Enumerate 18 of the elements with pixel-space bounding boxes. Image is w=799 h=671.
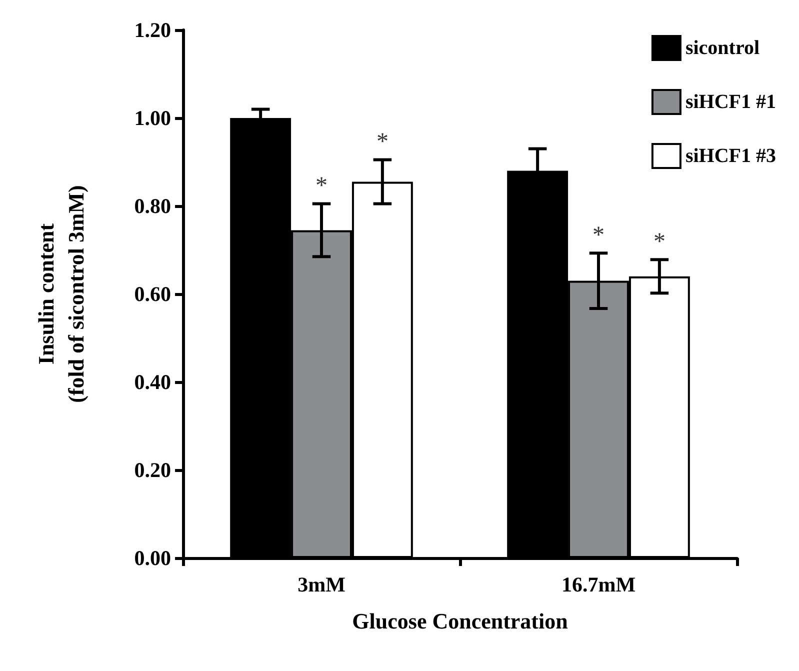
y-tick-label: 1.20 xyxy=(134,18,171,42)
x-tick-label: 3mM xyxy=(298,572,346,596)
y-tick-label: 0.40 xyxy=(134,370,171,394)
y-tick-label: 0.20 xyxy=(134,458,171,482)
y-tick-label: 1.00 xyxy=(134,106,171,130)
annotation: * xyxy=(316,173,328,200)
y-tick-label: 0.00 xyxy=(134,546,171,570)
legend-label: siHCF1 #1 xyxy=(685,91,776,113)
annotation: * xyxy=(653,229,666,256)
annotation: * xyxy=(592,222,604,248)
y-tick-label: 0.60 xyxy=(134,282,171,306)
legend-label: sicontrol xyxy=(685,37,760,59)
y-axis-title: Insulin content (fold of sicontrol 3mM) xyxy=(34,185,88,403)
annotation: * xyxy=(376,129,388,156)
legend-label: siHCF1 #3 xyxy=(685,145,776,167)
x-tick-label: 16.7mM xyxy=(561,572,636,596)
y-tick-label: 0.80 xyxy=(134,194,171,218)
x-axis-title: Glucose Concentration xyxy=(352,608,568,634)
